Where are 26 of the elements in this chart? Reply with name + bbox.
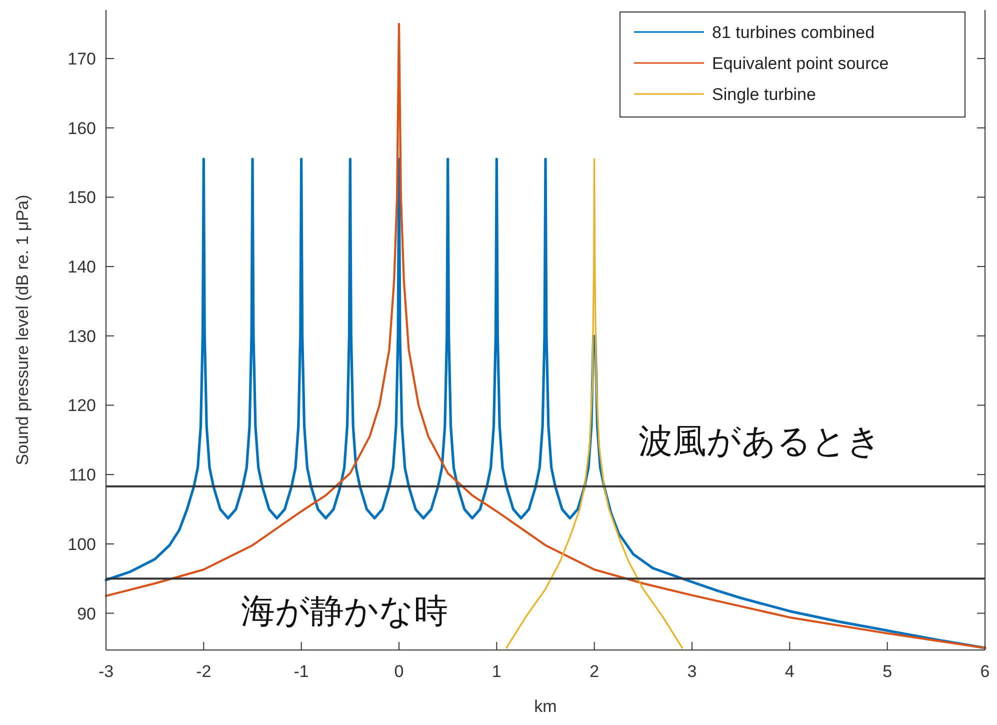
y-tick-label: 120 <box>68 396 96 416</box>
y-tick-label: 140 <box>68 258 96 277</box>
x-tick-label: 0 <box>394 662 404 681</box>
legend-label: 81 turbines combined <box>712 23 875 42</box>
ref-line-label: 海が静かな時 <box>240 592 448 632</box>
x-axis-title: km <box>534 697 557 716</box>
x-tick-label: -2 <box>196 662 212 681</box>
y-tick-label: 160 <box>68 118 96 138</box>
ref-line-label: 波風があるとき <box>638 421 882 462</box>
y-tick-label: 100 <box>68 534 96 554</box>
y-tick-label: 130 <box>68 326 96 346</box>
x-tick-label: 1 <box>492 662 502 681</box>
y-tick-label: 150 <box>68 188 96 208</box>
x-tick-label: 4 <box>784 662 794 681</box>
x-tick-label: 6 <box>980 662 990 681</box>
x-tick-label: -3 <box>98 662 114 681</box>
legend-label: Equivalent point source <box>712 54 889 73</box>
x-tick-label: 3 <box>687 662 697 681</box>
y-tick-label: 110 <box>68 466 96 485</box>
y-tick-label: 90 <box>77 604 96 624</box>
y-axis-title: Sound pressure level (dB re. 1 μPa) <box>13 194 32 466</box>
x-tick-label: 2 <box>590 662 600 681</box>
x-tick-label: 5 <box>882 662 892 681</box>
y-tick-label: 170 <box>68 50 96 69</box>
legend-label: Single turbine <box>712 85 816 104</box>
x-tick-label: -1 <box>294 662 309 681</box>
